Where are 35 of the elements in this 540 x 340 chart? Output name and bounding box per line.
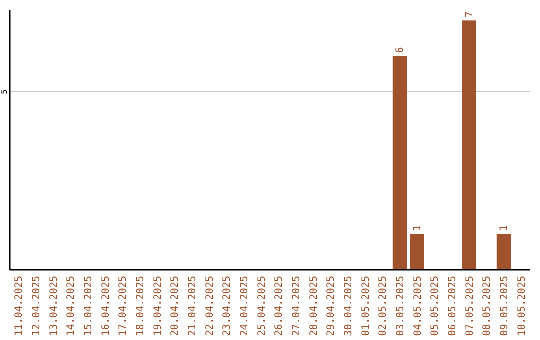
data-label: 6 <box>395 47 406 54</box>
x-tick-label: 13.04.2025 <box>48 276 60 336</box>
x-tick-label: 22.04.2025 <box>204 276 216 336</box>
x-tick-label: 28.04.2025 <box>308 276 320 336</box>
x-tick-label: 25.04.2025 <box>256 276 268 336</box>
x-tick-label: 16.04.2025 <box>100 276 112 336</box>
x-tick-label: 03.05.2025 <box>396 276 406 336</box>
x-tick-label: 05.05.2025 <box>430 276 442 336</box>
x-tick-label: 29.04.2025 <box>326 276 338 336</box>
x-tick-label: 08.05.2025 <box>482 276 494 336</box>
data-label: 1 <box>499 225 510 232</box>
x-tick-label: 07.05.2025 <box>464 276 476 336</box>
data-label: 1 <box>412 225 424 232</box>
x-tick-label: 14.04.2025 <box>66 276 78 336</box>
x-tick-label: 02.05.2025 <box>378 276 390 336</box>
x-tick-label: 26.04.2025 <box>274 276 286 336</box>
x-tick-label: 30.04.2025 <box>344 276 354 336</box>
x-tick-label: 20.04.2025 <box>170 276 182 336</box>
x-tick-label: 24.04.2025 <box>240 276 250 336</box>
x-tick-label: 06.05.2025 <box>448 276 458 336</box>
x-tick-label: 10.05.2025 <box>516 276 528 336</box>
x-tick-label: 11.04.2025 <box>14 276 26 336</box>
x-tick-label: 27.04.2025 <box>292 276 302 336</box>
x-tick-label: 17.04.2025 <box>118 276 130 336</box>
x-tick-label: 15.04.2025 <box>84 276 94 336</box>
x-tick-label: 01.05.2025 <box>360 276 372 336</box>
x-tick-label: 04.05.2025 <box>412 276 424 336</box>
x-tick-label: 12.04.2025 <box>32 276 42 336</box>
x-tick-label: 19.04.2025 <box>152 276 164 336</box>
x-tick-label: 18.04.2025 <box>136 276 146 336</box>
data-label: 7 <box>464 12 476 18</box>
x-tick-label: 09.05.2025 <box>500 276 510 336</box>
x-tick-label: 21.04.2025 <box>188 276 198 336</box>
ref-line-label: 5 <box>0 89 9 94</box>
x-tick-label: 23.04.2025 <box>222 276 234 336</box>
